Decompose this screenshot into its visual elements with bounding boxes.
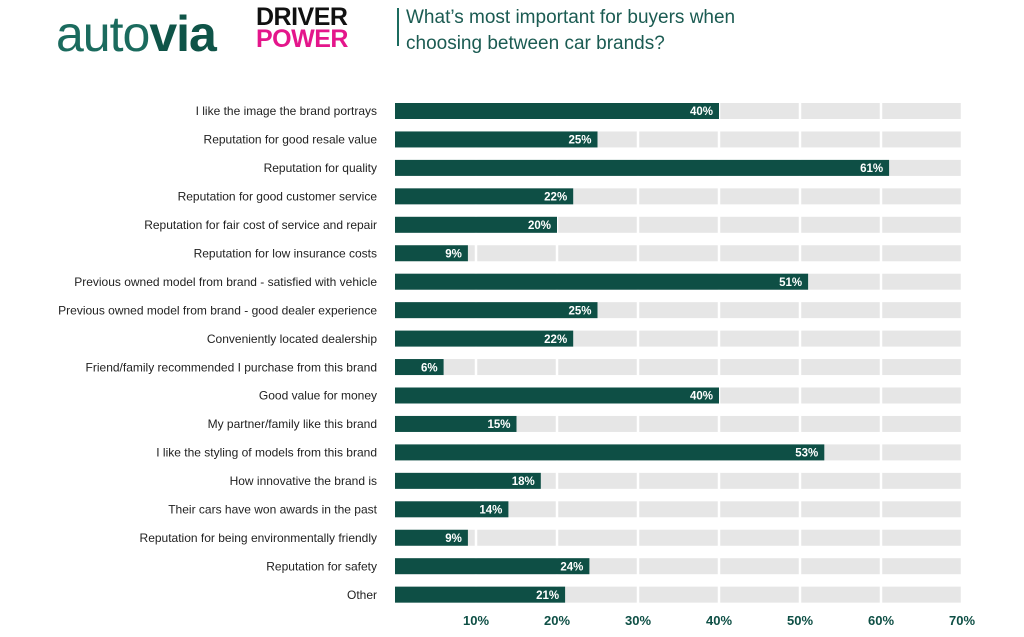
bar: [395, 159, 890, 176]
bar-value-label: 40%: [690, 391, 713, 403]
category-label: Conveniently located dealership: [207, 332, 377, 346]
title-divider: [397, 8, 399, 46]
bar-value-label: 40%: [690, 106, 713, 118]
x-tick-label: 20%: [544, 613, 570, 628]
category-label: I like the image the brand portrays: [196, 104, 377, 118]
x-tick-label: 10%: [463, 613, 489, 628]
band-row: [395, 529, 962, 546]
x-tick-label: 60%: [868, 613, 894, 628]
bar: [395, 415, 517, 432]
bar: [395, 472, 541, 489]
bar-value-label: 15%: [487, 419, 510, 431]
category-label: Reputation for low insurance costs: [194, 246, 377, 260]
band-row: [395, 359, 962, 376]
band-row: [395, 245, 962, 262]
bar-value-label: 22%: [544, 334, 567, 346]
chart-title: What’s most important for buyers when ch…: [406, 5, 966, 57]
bar-value-label: 25%: [568, 135, 591, 147]
bar: [395, 359, 444, 376]
bar-value-label: 18%: [512, 476, 535, 488]
category-label: Reputation for quality: [264, 161, 377, 175]
bar: [395, 103, 719, 119]
category-label: Good value for money: [259, 389, 377, 403]
autovia-logo: autovia: [56, 6, 217, 62]
bar-value-label: 9%: [445, 533, 462, 545]
category-label: Previous owned model from brand - good d…: [58, 303, 377, 317]
bar-value-label: 25%: [568, 305, 591, 317]
x-tick-label: 70%: [949, 613, 975, 628]
category-label: Reputation for fair cost of service and …: [144, 218, 377, 232]
bar-value-label: 51%: [779, 277, 802, 289]
bar: [395, 586, 566, 603]
chart-title-line-1: What’s most important for buyers when: [406, 7, 736, 28]
bar-value-label: 9%: [445, 248, 462, 260]
band-row: [395, 415, 962, 432]
bar: [395, 131, 598, 148]
x-tick-label: 30%: [625, 613, 651, 628]
bar: [395, 302, 598, 319]
driver-power-logo-line2: POWER: [256, 25, 348, 53]
bar: [395, 188, 574, 205]
bar-value-label: 21%: [536, 590, 559, 602]
autovia-logo-part-via: via: [149, 6, 217, 62]
driver-power-logo: DRIVER POWER: [256, 3, 348, 53]
category-label: Reputation for good resale value: [204, 133, 378, 147]
bar-value-label: 22%: [544, 192, 567, 204]
autovia-logo-part-auto: auto: [56, 6, 150, 62]
x-tick-label: 50%: [787, 613, 813, 628]
category-label: How innovative the brand is: [230, 474, 377, 488]
bar: [395, 558, 590, 575]
category-label: Reputation for safety: [266, 559, 377, 573]
band-row: [395, 501, 962, 518]
driver-power-logo-line1: DRIVER: [256, 3, 348, 31]
bar: [395, 330, 574, 347]
bar: [395, 273, 809, 290]
bar-value-label: 14%: [479, 505, 502, 517]
bar: [395, 529, 468, 546]
x-tick-label: 40%: [706, 613, 732, 628]
category-label: I like the styling of models from this b…: [156, 446, 377, 460]
bar: [395, 216, 557, 233]
category-label: Their cars have won awards in the past: [168, 503, 377, 517]
bar-value-label: 24%: [560, 561, 583, 573]
category-label: Previous owned model from brand - satisf…: [74, 275, 377, 289]
bar-value-label: 61%: [860, 163, 883, 175]
bar-value-label: 53%: [795, 448, 818, 460]
bar: [395, 245, 468, 262]
chart-title-line-2: choosing between car brands?: [406, 33, 665, 54]
bar-value-label: 6%: [421, 362, 438, 374]
category-label: Friend/family recommended I purchase fro…: [86, 360, 377, 374]
bar: [395, 387, 719, 404]
category-label: Reputation for good customer service: [178, 190, 378, 204]
bar: [395, 444, 825, 461]
bar-value-label: 20%: [528, 220, 551, 232]
bar: [395, 501, 509, 518]
category-label: Other: [347, 588, 377, 602]
category-label: My partner/family like this brand: [208, 417, 377, 431]
category-label: Reputation for being environmentally fri…: [140, 531, 377, 545]
